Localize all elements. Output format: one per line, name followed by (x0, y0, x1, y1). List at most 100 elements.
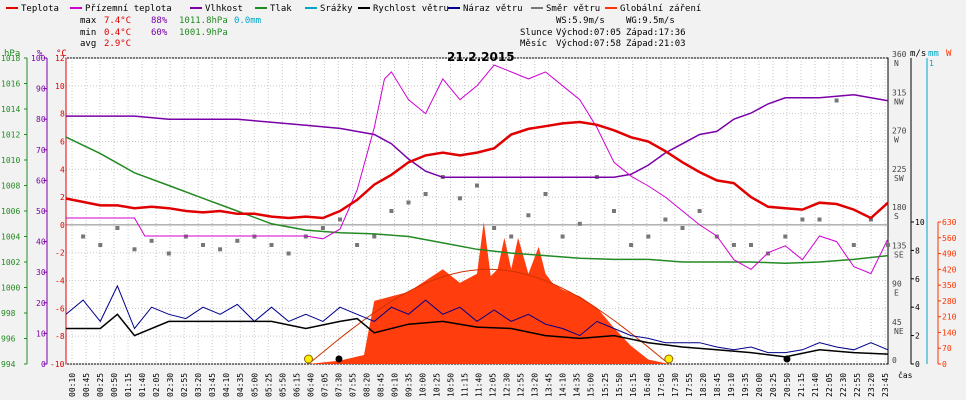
x-tick-label: 10:50 (447, 373, 456, 397)
x-tick-label: 13:45 (545, 373, 554, 397)
wind-direction-point (646, 234, 651, 239)
legend-label-temp: Teplota (21, 4, 59, 14)
temperature-tick-label: 6 (60, 137, 65, 146)
x-tick-label: 03:45 (208, 373, 217, 397)
wind-dir-tick-dir: SW (894, 174, 904, 183)
stat-label-avg: avg (80, 39, 96, 49)
wind-direction-point (766, 251, 771, 256)
x-tick-label: 14:35 (573, 373, 582, 397)
x-tick-label: 02:30 (166, 373, 175, 397)
pressure-tick-label: 1000 (1, 284, 20, 293)
info-sun-rise: Východ:07:05 (556, 28, 621, 38)
legend-label-apparent: Přízemní teplota (85, 4, 172, 14)
x-axis-label: čas (898, 370, 913, 380)
x-tick-label: 22:05 (825, 373, 834, 397)
humidity-tick-label: 10 (36, 329, 46, 338)
temperature-tick-label: 8 (60, 110, 65, 119)
wind-direction-point (389, 209, 394, 213)
wind-dir-tick-value: 225 (892, 165, 907, 174)
wind-speed-axis-unit: m/s (910, 49, 926, 59)
wind-dir-tick-dir: SE (894, 250, 904, 259)
wind-speed-tick-label: 0 (915, 360, 920, 369)
stat-label-max: max (80, 16, 97, 26)
stat-temp-min: 0.4°C (104, 28, 131, 38)
wind-dir-tick-value: 180 (892, 203, 907, 212)
x-tick-label: 20:50 (783, 373, 792, 397)
wind-dir-tick-dir: NE (894, 327, 904, 336)
solar-tick-label: 420 (942, 265, 957, 274)
stat-label-min: min (80, 28, 96, 38)
moonset-marker (783, 355, 791, 363)
humidity-tick-label: 60 (36, 176, 46, 185)
x-tick-label: 08:20 (362, 373, 371, 397)
humidity-tick-label: 80 (36, 115, 46, 124)
wind-direction-point (749, 243, 753, 247)
legend-label-solar: Globální záření (620, 4, 701, 14)
wind-speed-tick-label: 10 (915, 218, 925, 227)
x-tick-label: 08:45 (376, 373, 385, 397)
x-tick-label: 10:25 (433, 373, 442, 397)
wind-speed-tick-label: 2 (915, 332, 920, 341)
wind-direction-point (132, 247, 137, 252)
wind-direction-point (731, 243, 736, 247)
solar-tick-label: 560 (942, 234, 957, 243)
sunset-marker (664, 354, 674, 364)
temperature-tick-label: 0 (60, 221, 65, 230)
x-tick-label: 20:25 (769, 373, 778, 397)
x-tick-label: 00:50 (110, 373, 119, 397)
series-wind-speed (66, 313, 889, 358)
x-tick-label: 18:20 (699, 373, 708, 397)
sunrise-marker (303, 354, 313, 364)
wind-direction-point (663, 217, 668, 222)
rain-axis-unit: mm (928, 49, 939, 59)
x-tick-label: 12:30 (503, 373, 512, 397)
x-tick-label: 23:20 (867, 373, 876, 397)
x-tick-label: 15:50 (615, 373, 624, 397)
temperature-axis-unit: °C (56, 49, 67, 59)
temperature-tick-label: -8 (55, 332, 65, 341)
wind-direction-point (81, 234, 86, 239)
pressure-tick-label: 1004 (1, 233, 20, 242)
pressure-tick-label: 1012 (1, 131, 20, 140)
pressure-tick-label: 1018 (1, 54, 20, 63)
x-tick-label: 11:40 (475, 373, 484, 397)
moonrise-marker (335, 355, 343, 363)
wind-dir-tick-value: 90 (892, 280, 902, 289)
wind-direction-point (629, 243, 634, 247)
x-tick-label: 15:00 (587, 373, 596, 397)
x-tick-label: 04:10 (222, 373, 231, 397)
wind-direction-point (783, 234, 788, 239)
pressure-tick-label: 1014 (1, 105, 20, 114)
legend-label-humidity: Vlhkost (205, 4, 243, 14)
wind-dir-tick-dir: N (894, 59, 899, 68)
wind-speed-tick-label: 6 (915, 275, 920, 284)
wind-direction-point (218, 247, 223, 252)
x-tick-label: 18:45 (713, 373, 722, 397)
series-wind-gust (65, 284, 889, 354)
wind-direction-point (612, 209, 616, 213)
x-tick-label: 15:25 (601, 373, 610, 397)
info-wind-speed: WS:5.9m/s (556, 16, 605, 26)
legend-label-wind_speed: Rychlost větru (373, 4, 449, 14)
info-sun-set: Západ:17:36 (626, 28, 686, 38)
legend-label-wind_dir: Směr větru (546, 4, 600, 14)
rain-axis-max-label: 1 (929, 59, 934, 68)
pressure-tick-label: 996 (1, 335, 16, 344)
x-tick-label: 16:15 (629, 373, 638, 397)
temperature-tick-label: -6 (55, 304, 65, 313)
x-tick-label: 09:35 (404, 373, 413, 397)
solar-axis-unit: W (946, 49, 952, 59)
wind-direction-point (149, 238, 154, 243)
info-wind-gust: WG:9.5m/s (626, 16, 675, 26)
wind-dir-tick-value: 360 (892, 50, 907, 59)
x-tick-label: 16:40 (643, 373, 652, 397)
humidity-tick-label: 90 (36, 85, 46, 94)
x-tick-label: 13:20 (531, 373, 540, 397)
wind-direction-point (560, 234, 565, 239)
x-tick-label: 23:45 (881, 373, 890, 397)
x-tick-label: 17:05 (657, 373, 666, 397)
solar-tick-label: 210 (942, 313, 957, 322)
wind-direction-point (800, 217, 805, 222)
